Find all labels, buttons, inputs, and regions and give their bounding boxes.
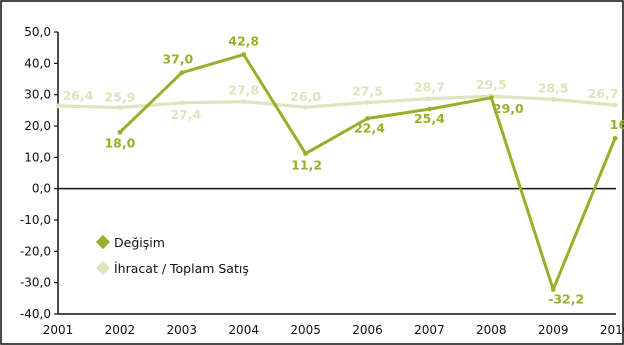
data-label-degisim: 29,0 — [493, 101, 524, 116]
data-label-degisim: 37,0 — [162, 52, 193, 67]
x-tick-label: 2008 — [476, 323, 507, 337]
x-tick-label: 2006 — [352, 323, 383, 337]
data-label-degisim: 22,4 — [354, 120, 385, 135]
data-label-ihracat: 26,0 — [290, 89, 321, 104]
x-tick-label: 2010 — [600, 323, 624, 337]
point-ihracat — [303, 104, 308, 110]
point-degisim — [427, 106, 432, 112]
data-label-degisim: 16,1 — [610, 117, 624, 132]
x-tick-label: 2007 — [414, 323, 445, 337]
y-tick-label: -30,0 — [20, 276, 51, 290]
legend-label-ihracat: İhracat / Toplam Satış — [114, 261, 249, 276]
data-label-ihracat: 27,4 — [170, 107, 201, 122]
point-ihracat — [241, 99, 247, 104]
y-tick-label: 0,0 — [32, 182, 51, 196]
point-ihracat — [117, 105, 123, 110]
point-ihracat — [612, 102, 618, 108]
point-ihracat — [427, 96, 432, 102]
data-label-degisim: 25,4 — [414, 111, 445, 126]
y-tick-label: 20,0 — [24, 119, 51, 133]
x-tick-label: 2004 — [228, 323, 259, 337]
x-tick-label: 2001 — [43, 323, 74, 337]
y-tick-label: 50,0 — [24, 25, 51, 39]
point-degisim — [303, 151, 308, 156]
point-ihracat — [365, 100, 370, 105]
point-degisim — [488, 95, 494, 101]
y-tick-label: -10,0 — [20, 213, 51, 227]
x-tick-label: 2002 — [105, 323, 136, 337]
data-label-degisim: -32,2 — [548, 292, 584, 307]
legend: Değişim İhracat / Toplam Satış — [95, 234, 249, 276]
point-degisim — [550, 287, 556, 292]
data-label-ihracat: 27,5 — [352, 84, 383, 99]
x-tick-label: 2005 — [290, 323, 321, 337]
data-label-degisim: 42,8 — [228, 34, 259, 49]
y-tick-label: -20,0 — [20, 244, 51, 258]
y-tick-label: 10,0 — [24, 150, 51, 164]
x-tick-label: 2003 — [167, 323, 198, 337]
point-ihracat — [550, 96, 556, 102]
data-label-degisim: 11,2 — [291, 158, 322, 173]
data-label-ihracat: 29,5 — [476, 77, 507, 92]
point-degisim — [365, 116, 370, 121]
y-tick-label: -40,0 — [20, 307, 51, 321]
y-tick-label: 40,0 — [24, 56, 51, 70]
data-label-degisim: 18,0 — [104, 135, 135, 150]
x-tick-label: 2009 — [538, 323, 569, 337]
point-degisim — [612, 135, 618, 141]
point-degisim — [117, 129, 123, 135]
data-label-ihracat: 27,8 — [228, 83, 259, 98]
point-degisim — [241, 52, 247, 57]
data-label-ihracat: 28,7 — [414, 80, 445, 95]
data-label-ihracat: 25,9 — [104, 90, 135, 105]
point-ihracat — [55, 103, 61, 109]
point-ihracat — [179, 100, 185, 106]
series-line-ihracat — [57, 94, 616, 110]
data-label-ihracat: 26,4 — [63, 88, 94, 103]
data-label-ihracat: 28,5 — [538, 80, 569, 95]
y-tick-label: 30,0 — [24, 88, 51, 102]
legend-label-degisim: Değişim — [114, 235, 165, 250]
legend-item-ihracat: İhracat / Toplam Satış — [95, 260, 249, 276]
legend-marker-ihracat — [95, 260, 111, 276]
point-degisim — [179, 70, 185, 76]
data-label-ihracat: 26,7 — [588, 86, 619, 101]
